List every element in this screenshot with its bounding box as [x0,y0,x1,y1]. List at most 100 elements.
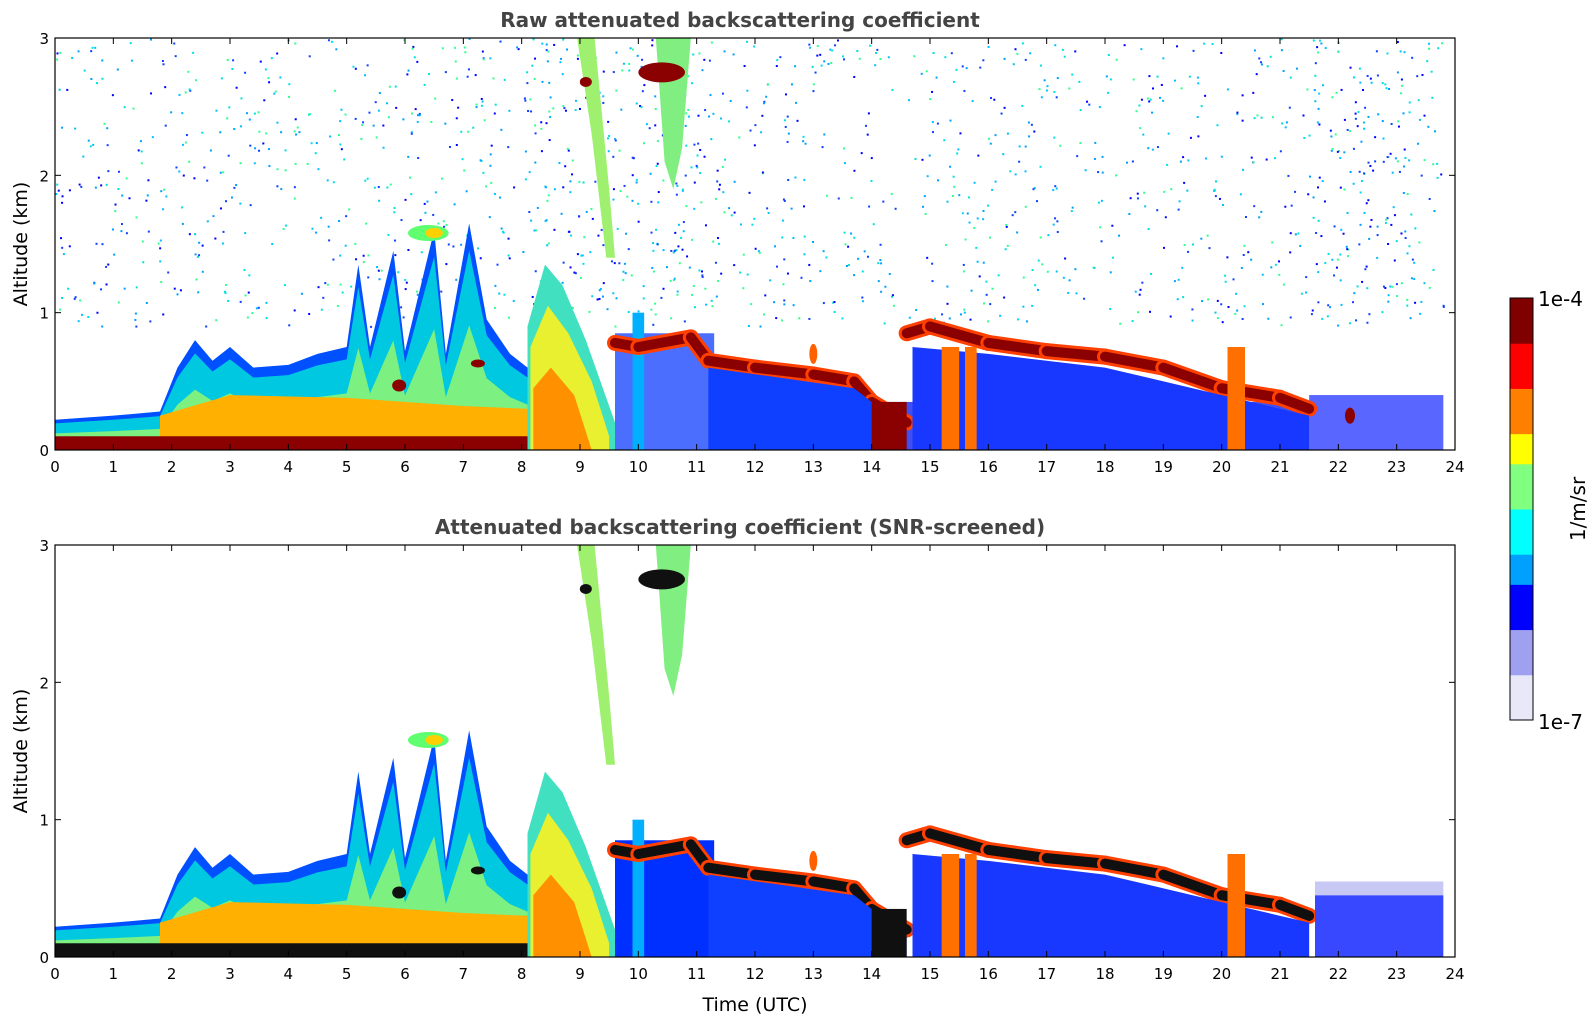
noise-speck [362,121,365,124]
noise-speck [827,62,830,65]
noise-speck [1309,175,1312,178]
noise-speck [1053,91,1056,94]
noise-speck [716,180,719,183]
noise-speck [1331,258,1334,261]
noise-speck [128,197,131,200]
noise-speck [344,244,347,247]
noise-speck [879,243,882,246]
noise-speck [259,60,262,63]
noise-speck [130,59,133,62]
noise-speck [985,293,988,296]
noise-speck [73,297,76,300]
colorbar-unit-label: 1/m/sr [1566,476,1590,541]
noise-speck [352,65,355,68]
noise-speck [1045,89,1048,92]
noise-speck [475,103,478,106]
noise-speck [1203,42,1206,45]
noise-speck [1387,300,1390,303]
noise-speck [546,60,549,63]
noise-speck [71,56,74,59]
noise-speck [198,241,201,244]
noise-speck [662,179,665,182]
noise-speck [963,308,966,311]
noise-speck [816,54,819,57]
noise-speck [652,242,655,245]
noise-speck [1027,121,1030,124]
noise-speck [685,205,688,208]
noise-speck [1115,58,1118,61]
noise-speck [991,287,994,290]
noise-speck [699,148,702,151]
noise-speck [1359,223,1362,226]
noise-speck [635,102,638,105]
noise-speck [1408,111,1411,114]
noise-speck [618,262,621,265]
noise-speck [1022,305,1025,308]
noise-speck [579,276,582,279]
noise-speck [314,152,317,155]
noise-speck [482,171,485,174]
noise-speck [1365,202,1368,205]
noise-speck [763,313,766,316]
noise-speck [591,217,594,220]
noise-speck [320,308,323,311]
noise-speck [935,76,938,79]
noise-speck [1138,293,1141,296]
noise-speck [890,295,893,298]
noise-speck [682,221,685,224]
noise-speck [270,57,273,60]
noise-speck [1173,79,1176,82]
noise-speck [1197,82,1200,85]
noise-speck [1022,276,1025,279]
noise-speck [345,215,348,218]
noise-speck [704,109,707,112]
noise-speck [1317,186,1320,189]
noise-speck [687,108,690,111]
noise-speck [397,271,400,274]
noise-speck [147,179,150,182]
noise-speck [730,214,733,217]
noise-speck [931,280,934,283]
noise-speck [1078,80,1081,83]
noise-speck [95,82,98,85]
noise-speck [541,80,544,83]
noise-speck [1187,159,1190,162]
noise-speck [874,64,877,67]
noise-speck [1079,109,1082,112]
noise-speck [1151,87,1154,90]
noise-speck [94,186,97,189]
noise-speck [416,290,419,293]
noise-speck [1442,304,1445,307]
x-tick-label: 18 [1095,965,1114,983]
sub-cloud-layer [912,347,1310,450]
noise-speck [1197,135,1200,138]
noise-speck [407,155,410,158]
noise-speck [985,280,988,283]
noise-speck [631,156,634,159]
noise-speck [315,142,318,145]
noise-speck [419,219,422,222]
noise-speck [337,134,340,137]
noise-speck [1136,192,1139,195]
noise-speck [948,317,951,320]
noise-speck [1423,282,1426,285]
noise-speck [294,118,297,121]
noise-speck [765,95,768,98]
noise-speck [332,258,335,261]
noise-speck [1330,135,1333,138]
noise-speck [533,229,536,232]
colorbar-band [1510,524,1533,540]
noise-speck [343,158,346,161]
noise-speck [465,190,468,193]
noise-speck [1178,200,1181,203]
noise-speck [567,149,570,152]
noise-speck [1014,48,1017,51]
x-tick-label: 17 [1037,965,1056,983]
noise-speck [1253,205,1256,208]
noise-speck [926,175,929,178]
noise-speck [512,300,515,303]
noise-speck [507,237,510,240]
noise-speck [522,250,525,253]
noise-speck [820,64,823,67]
